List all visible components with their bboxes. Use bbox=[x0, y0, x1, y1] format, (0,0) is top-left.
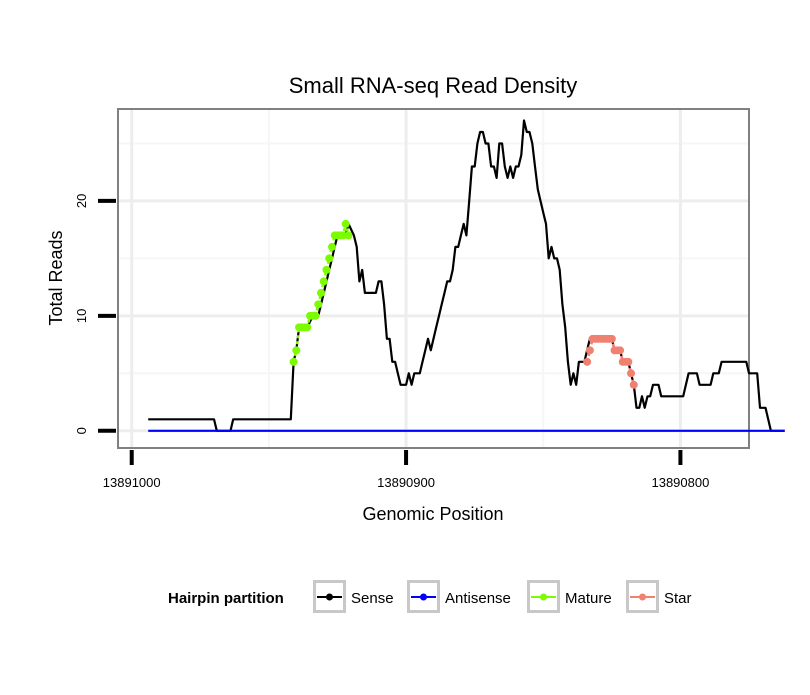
x-tick-label: 13891000 bbox=[103, 475, 161, 490]
data-point-mature bbox=[311, 311, 320, 320]
data-point-mature bbox=[322, 265, 331, 274]
x-tick-label: 13890900 bbox=[377, 475, 435, 490]
legend-label-star: Star bbox=[664, 590, 692, 607]
data-point-mature bbox=[338, 231, 347, 240]
data-point-mature bbox=[344, 231, 353, 240]
legend-key-point-mature bbox=[540, 593, 547, 601]
series-line-sense bbox=[148, 119, 785, 432]
data-point-star bbox=[629, 380, 638, 389]
y-axis-title: Total Reads bbox=[46, 230, 66, 325]
legend-label-mature: Mature bbox=[565, 590, 612, 607]
legend-label-antisense: Antisense bbox=[445, 590, 511, 607]
data-point-star bbox=[607, 334, 616, 343]
data-point-mature bbox=[303, 323, 312, 332]
legend: Hairpin partition Sense Antisense Mature St… bbox=[168, 580, 692, 613]
data-point-mature bbox=[325, 254, 334, 263]
y-tick-label: 10 bbox=[74, 309, 89, 323]
y-tick-label: 0 bbox=[74, 427, 89, 434]
data-point-mature bbox=[317, 288, 326, 297]
data-point-mature bbox=[314, 300, 323, 309]
data-point-star bbox=[627, 369, 636, 378]
data-point-mature bbox=[341, 219, 350, 228]
x-axis-title: Genomic Position bbox=[362, 504, 503, 524]
legend-key-point-sense bbox=[326, 593, 333, 601]
legend-title: Hairpin partition bbox=[168, 590, 284, 607]
data-point-mature bbox=[289, 357, 298, 366]
chart-title: Small RNA-seq Read Density bbox=[289, 73, 578, 98]
y-axis: 0 10 20 bbox=[74, 194, 116, 434]
data-point-star bbox=[616, 346, 625, 355]
data-point-mature bbox=[319, 277, 328, 286]
data-point-star bbox=[585, 346, 594, 355]
legend-label-sense: Sense bbox=[351, 590, 394, 607]
data-point-star bbox=[624, 357, 633, 366]
data-point-star bbox=[583, 357, 592, 366]
x-axis: 13891000 13890900 13890800 bbox=[103, 450, 709, 490]
data-point-mature bbox=[327, 242, 336, 251]
series-layer bbox=[148, 119, 785, 432]
data-point-mature bbox=[292, 346, 301, 355]
x-tick-label: 13890800 bbox=[651, 475, 709, 490]
plot-panel bbox=[117, 108, 750, 449]
legend-key-point-star bbox=[639, 593, 646, 601]
y-tick-label: 20 bbox=[74, 194, 89, 208]
legend-key-point-antisense bbox=[420, 593, 427, 601]
